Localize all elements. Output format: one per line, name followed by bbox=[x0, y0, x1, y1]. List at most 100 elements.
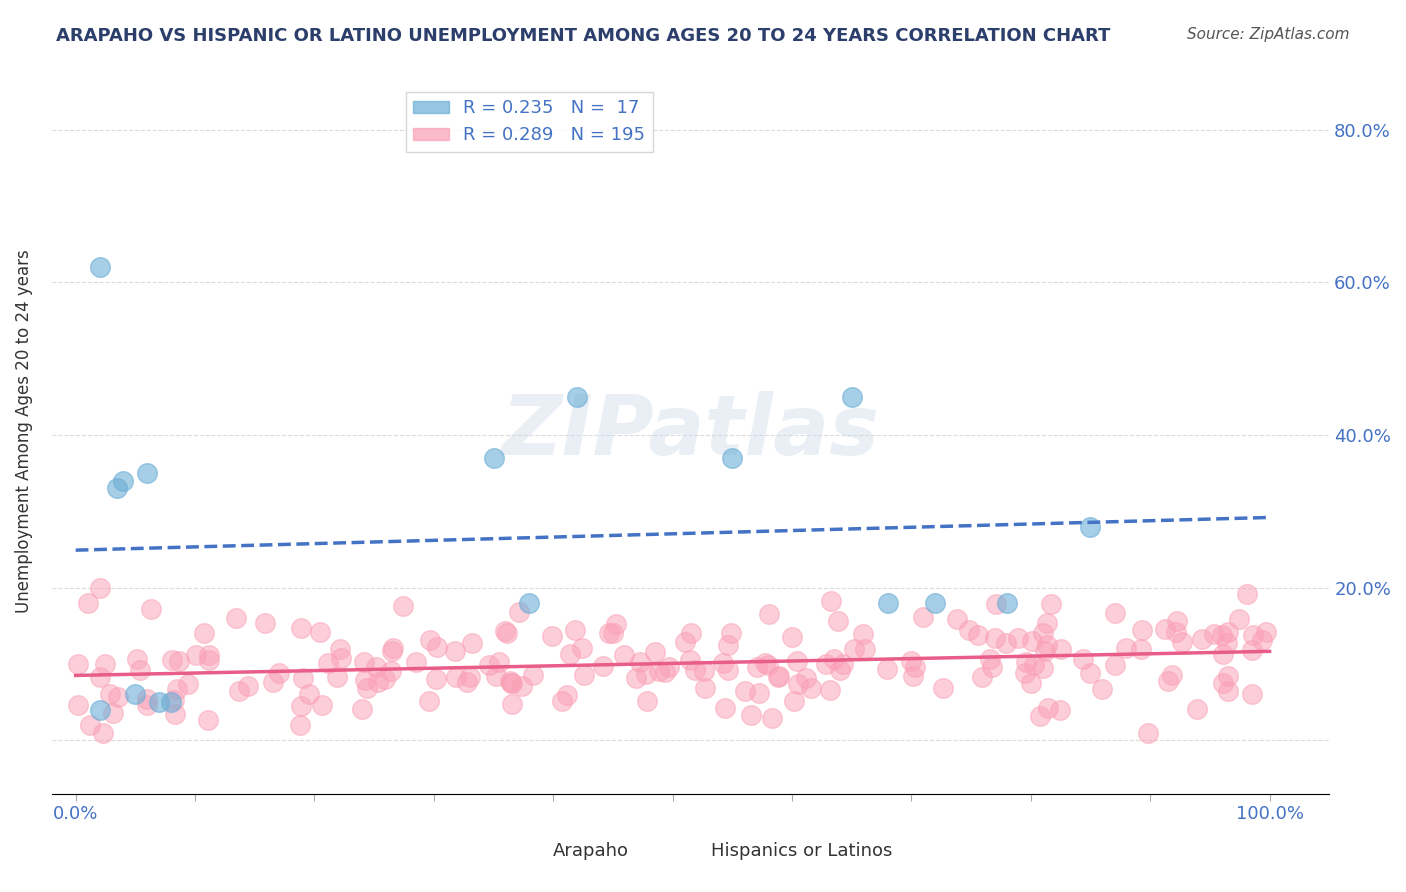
Point bbox=[79, 717, 101, 731]
Point bbox=[141, 602, 163, 616]
Point bbox=[1256, 624, 1278, 639]
Point bbox=[193, 626, 215, 640]
Point bbox=[316, 656, 339, 670]
Point bbox=[129, 663, 152, 677]
Point bbox=[711, 657, 734, 671]
Point bbox=[1215, 635, 1237, 649]
Point bbox=[329, 650, 352, 665]
Point bbox=[654, 665, 676, 680]
Point bbox=[1029, 709, 1052, 723]
Point bbox=[984, 631, 1007, 645]
Point bbox=[636, 667, 658, 681]
Point bbox=[831, 657, 853, 672]
Point bbox=[598, 625, 620, 640]
Point bbox=[350, 702, 373, 716]
Point bbox=[853, 642, 876, 657]
Point bbox=[112, 474, 135, 488]
Point bbox=[904, 659, 927, 673]
Point bbox=[768, 670, 790, 684]
Point bbox=[984, 597, 1007, 611]
Point bbox=[225, 611, 247, 625]
Point bbox=[91, 725, 114, 739]
Point bbox=[228, 684, 250, 698]
Point bbox=[1154, 622, 1177, 636]
Point bbox=[815, 657, 838, 672]
Point bbox=[89, 260, 111, 274]
Point bbox=[564, 623, 586, 637]
Point bbox=[541, 629, 564, 643]
Point bbox=[756, 658, 779, 673]
Point bbox=[912, 610, 935, 624]
Point bbox=[100, 687, 122, 701]
Point bbox=[900, 654, 922, 668]
Point bbox=[714, 700, 737, 714]
Point bbox=[1080, 666, 1102, 681]
Point bbox=[356, 681, 378, 695]
Point bbox=[551, 694, 574, 708]
Point bbox=[236, 679, 259, 693]
Text: ZIPatlas: ZIPatlas bbox=[502, 391, 879, 472]
Point bbox=[93, 657, 115, 671]
Point bbox=[572, 668, 595, 682]
Point bbox=[1104, 607, 1126, 621]
Point bbox=[780, 630, 803, 644]
Point bbox=[1212, 647, 1234, 661]
Point bbox=[136, 466, 159, 480]
Point bbox=[758, 607, 780, 622]
Point bbox=[979, 652, 1001, 666]
Point bbox=[679, 653, 702, 667]
Point bbox=[405, 655, 427, 669]
Point bbox=[456, 674, 478, 689]
Point bbox=[1212, 676, 1234, 690]
Point bbox=[160, 695, 183, 709]
Point bbox=[329, 642, 352, 657]
Point bbox=[1035, 616, 1057, 631]
Point bbox=[461, 636, 484, 650]
Point bbox=[488, 656, 510, 670]
Point bbox=[392, 599, 415, 613]
Point bbox=[841, 390, 863, 404]
Point bbox=[636, 694, 658, 708]
Point bbox=[1038, 701, 1060, 715]
Point bbox=[995, 636, 1018, 650]
Point bbox=[1185, 701, 1208, 715]
Point bbox=[1216, 669, 1239, 683]
Point bbox=[1091, 682, 1114, 697]
Point bbox=[828, 664, 851, 678]
Point bbox=[818, 683, 841, 698]
Point bbox=[1204, 626, 1226, 640]
Point bbox=[967, 628, 990, 642]
Point bbox=[740, 708, 762, 723]
Point bbox=[501, 697, 523, 711]
Text: Hispanics or Latinos: Hispanics or Latinos bbox=[710, 842, 893, 860]
Point bbox=[673, 634, 696, 648]
Point bbox=[298, 688, 321, 702]
Point bbox=[380, 664, 402, 678]
Point bbox=[721, 450, 744, 465]
Point bbox=[602, 626, 624, 640]
Point bbox=[1164, 624, 1187, 639]
Text: ARAPAHO VS HISPANIC OR LATINO UNEMPLOYMENT AMONG AGES 20 TO 24 YEARS CORRELATION: ARAPAHO VS HISPANIC OR LATINO UNEMPLOYME… bbox=[56, 27, 1111, 45]
Point bbox=[560, 647, 582, 661]
Point bbox=[761, 711, 783, 725]
Point bbox=[605, 616, 627, 631]
Point bbox=[1033, 644, 1056, 658]
Point bbox=[311, 698, 333, 712]
Text: Source: ZipAtlas.com: Source: ZipAtlas.com bbox=[1187, 27, 1350, 42]
Point bbox=[262, 674, 284, 689]
Point bbox=[381, 644, 404, 658]
Point bbox=[995, 596, 1018, 610]
Point bbox=[768, 669, 790, 683]
Point bbox=[1240, 643, 1263, 657]
Point bbox=[844, 642, 866, 657]
Point bbox=[478, 657, 501, 672]
Point bbox=[308, 625, 330, 640]
Point bbox=[382, 641, 405, 656]
Point bbox=[125, 652, 148, 666]
Point bbox=[658, 659, 681, 673]
Point bbox=[820, 593, 842, 607]
Point bbox=[717, 664, 740, 678]
Point bbox=[353, 673, 375, 687]
Point bbox=[184, 648, 207, 663]
Point bbox=[253, 616, 276, 631]
